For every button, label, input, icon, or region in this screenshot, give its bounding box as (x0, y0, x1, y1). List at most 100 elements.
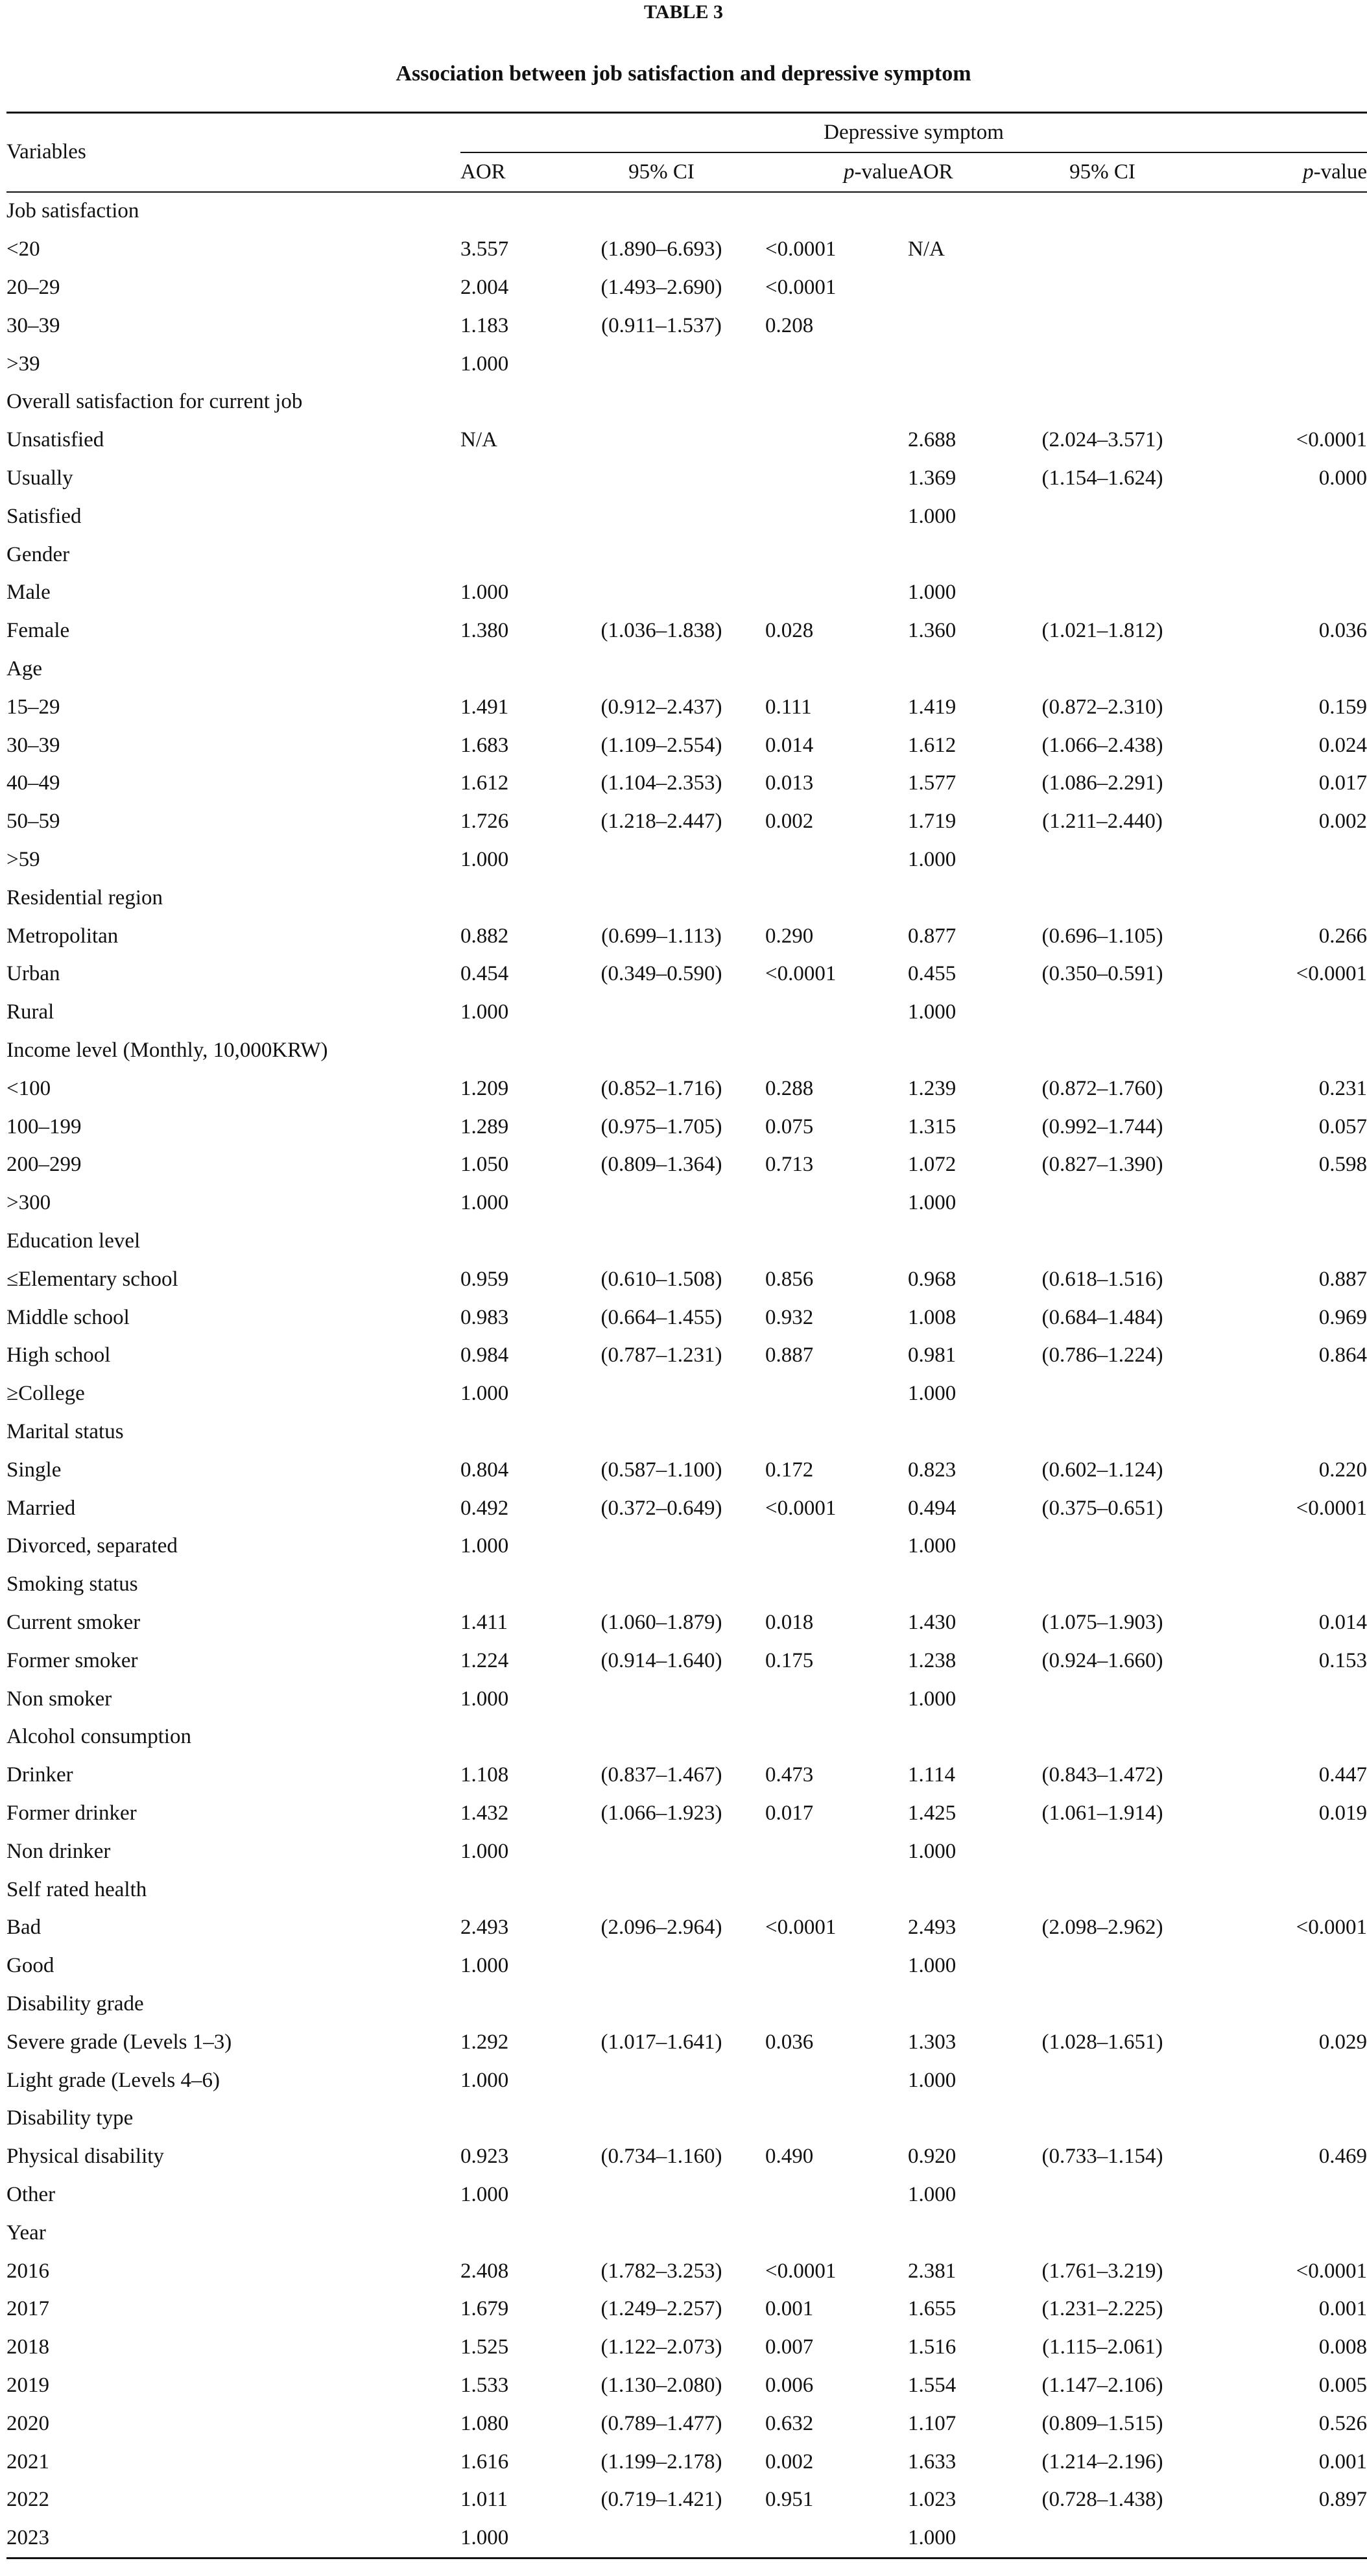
cell-aor-2: 2.688 (908, 428, 957, 452)
cell-p-value-2 (1200, 269, 1367, 307)
cell-aor-1: 0.882 (460, 924, 509, 948)
cell-ci-1: (0.837–1.467) (600, 1763, 722, 1787)
cell-p-value-2 (1200, 841, 1367, 879)
cell-aor-1: 1.380 (460, 619, 509, 643)
table-row: <100 1.209 (0.852–1.716) 0.288 1.239 (0.872–1… (6, 1070, 1367, 1108)
cell-p-value-2 (1200, 1947, 1367, 1985)
cell-p-value-2: 0.008 (1318, 2335, 1367, 2359)
cell-ci-2: (1.214–2.196) (1041, 2450, 1163, 2474)
section-row: Smoking status (6, 1565, 1367, 1604)
cell-ci-2: (2.024–3.571) (1041, 428, 1163, 452)
cell-aor-2: 0.494 (908, 1496, 957, 1520)
cell-aor-1: 1.000 (460, 848, 509, 872)
cell-aor-1: 1.000 (460, 1687, 509, 1711)
cell-aor-2: 1.419 (908, 695, 957, 719)
cell-ci-1 (558, 498, 765, 536)
row-label: 30–39 (6, 733, 60, 757)
section-title: Income level (Monthly, 10,000KRW) (6, 1039, 328, 1063)
row-label: Non smoker (6, 1687, 112, 1711)
cell-aor-2: N/A (908, 237, 945, 261)
table-row: Female 1.380 (1.036–1.838) 0.028 1.360 (1.021… (6, 612, 1367, 650)
cell-aor-2: 1.114 (908, 1763, 956, 1787)
cell-aor-2: 1.554 (908, 2373, 957, 2397)
cell-aor-2: 0.981 (908, 1343, 957, 1367)
cell-p-value-2: <0.0001 (1296, 1916, 1367, 1940)
cell-p-value-2 (1200, 1527, 1367, 1565)
cell-aor-1: 1.000 (460, 1954, 509, 1978)
table-row: 100–199 1.289 (0.975–1.705) 0.075 1.315 (0.99… (6, 1108, 1367, 1146)
cell-ci-2 (1005, 1375, 1200, 1413)
cell-ci-1: (1.017–1.641) (600, 2030, 722, 2054)
table-row: High school 0.984 (0.787–1.231) 0.887 0.981 (… (6, 1337, 1367, 1375)
cell-p-value-2 (1200, 1184, 1367, 1222)
row-label: Former drinker (6, 1801, 137, 1825)
table-row: <20 3.557 (1.890–6.693) <0.0001 N/A (6, 230, 1367, 269)
table-row: Urban 0.454 (0.349–0.590) <0.0001 0.455 (0.35… (6, 956, 1367, 994)
cell-p-value-1 (765, 1527, 908, 1565)
cell-p-value-1 (765, 421, 908, 459)
row-label: 2023 (6, 2519, 460, 2560)
table-row: 30–39 1.683 (1.109–2.554) 0.014 1.612 (1.066–… (6, 727, 1367, 765)
cell-aor-1: 1.011 (460, 2488, 508, 2512)
table-row: Non smoker 1.000 1.000 (6, 1680, 1367, 1718)
cell-aor-2: 1.000 (908, 2182, 957, 2206)
cell-ci-1: (0.664–1.455) (600, 1305, 722, 1329)
cell-ci-2 (1005, 1527, 1200, 1565)
cell-p-value-2: 0.024 (1318, 733, 1367, 757)
cell-ci-2: (1.147–2.106) (1041, 2373, 1163, 2397)
row-label: 2018 (6, 2335, 49, 2359)
section-title: Gender (6, 542, 70, 566)
cell-ci-1: (1.199–2.178) (600, 2450, 722, 2474)
row-label: Other (6, 2182, 56, 2206)
cell-ci-1: (0.734–1.160) (600, 2145, 722, 2169)
cell-ci-1 (558, 1833, 765, 1871)
cell-ci-2 (1005, 1833, 1200, 1871)
cell-aor-2: 1.000 (908, 1382, 957, 1406)
cell-p-value-1: <0.0001 (765, 2259, 837, 2283)
row-label: Middle school (6, 1305, 130, 1329)
cell-aor-2: 1.239 (908, 1076, 957, 1100)
cell-p-value-2 (1200, 1680, 1367, 1718)
cell-aor-2: 0.877 (908, 924, 957, 948)
cell-aor-2: 1.369 (908, 466, 957, 490)
cell-ci-1: (0.911–1.537) (601, 313, 722, 337)
header-p-value-1: p-value (844, 160, 908, 184)
cell-p-value-1 (765, 459, 908, 498)
cell-p-value-2: 0.598 (1318, 1153, 1367, 1177)
cell-aor-1: 2.493 (460, 1916, 509, 1940)
table-row: ≥College 1.000 1.000 (6, 1375, 1367, 1413)
row-label: 2020 (6, 2411, 49, 2435)
cell-p-value-1 (765, 1680, 908, 1718)
cell-p-value-2: 0.266 (1318, 924, 1367, 948)
cell-aor-1: 1.000 (460, 1839, 509, 1863)
table-row: Single 0.804 (0.587–1.100) 0.172 0.823 (0.602… (6, 1451, 1367, 1489)
section-row: Income level (Monthly, 10,000KRW) (6, 1031, 1367, 1070)
cell-ci-1 (558, 421, 765, 459)
cell-ci-1: (0.349–0.590) (600, 962, 722, 986)
table-row: Other 1.000 1.000 (6, 2176, 1367, 2214)
cell-p-value-2: 0.000 (1318, 466, 1367, 490)
cell-ci-2 (1005, 307, 1200, 345)
cell-ci-1 (558, 841, 765, 879)
cell-ci-1 (558, 2519, 765, 2560)
cell-ci-1: (2.096–2.964) (600, 1916, 722, 1940)
cell-p-value-2: 0.002 (1318, 810, 1367, 834)
cell-aor-2: 1.107 (908, 2411, 957, 2435)
cell-aor-1 (460, 459, 558, 498)
cell-ci-2: (0.872–2.310) (1041, 695, 1163, 719)
cell-p-value-1: 0.887 (765, 1343, 814, 1367)
cell-p-value-2 (1200, 230, 1367, 269)
cell-p-value-1: 0.017 (765, 1801, 814, 1825)
cell-ci-1 (558, 574, 765, 612)
cell-aor-1: 2.004 (460, 276, 509, 300)
cell-aor-1: 1.533 (460, 2373, 509, 2397)
table-row: 50–59 1.726 (1.218–2.447) 0.002 1.719 (1.211–… (6, 802, 1367, 841)
row-label: Former smoker (6, 1648, 138, 1672)
cell-aor-2: 1.655 (908, 2297, 957, 2321)
cell-p-value-2: 0.864 (1318, 1343, 1367, 1367)
cell-ci-2 (1005, 993, 1200, 1031)
cell-ci-2: (0.843–1.472) (1041, 1763, 1163, 1787)
cell-p-value-1: 0.013 (765, 771, 814, 795)
cell-p-value-2: 0.019 (1318, 1801, 1367, 1825)
table-row: 30–39 1.183 (0.911–1.537) 0.208 (6, 307, 1367, 345)
